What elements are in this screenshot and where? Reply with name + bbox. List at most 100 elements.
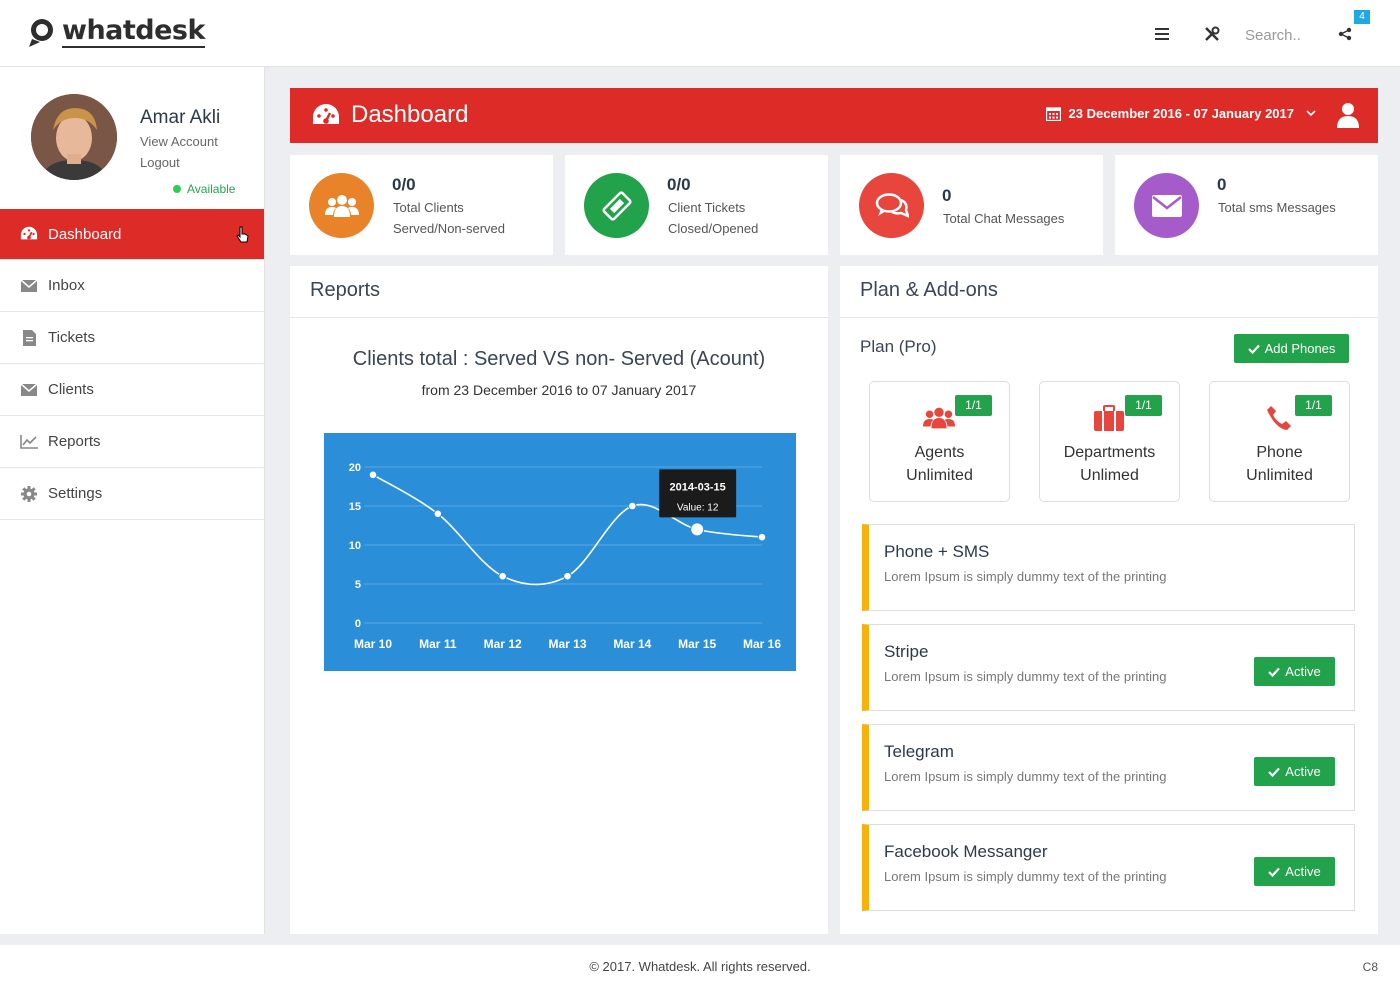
x-tick-label: Mar 16 — [743, 637, 781, 651]
y-tick-label: 20 — [349, 462, 361, 474]
y-tick-label: 0 — [355, 618, 361, 630]
pointer-cursor-icon — [236, 226, 249, 243]
logo[interactable]: whatdesk — [26, 14, 205, 50]
plan-name: Plan (Pro) — [860, 337, 937, 356]
logo-text: whatdesk — [62, 15, 205, 48]
footer: © 2017. Whatdesk. All rights reserved. C… — [0, 945, 1400, 987]
hamburger-icon — [1155, 28, 1169, 40]
sidebar-item-dashboard[interactable]: Dashboard — [0, 209, 264, 260]
share-button[interactable] — [1333, 22, 1357, 46]
addon-telegram: Telegram Lorem Ipsum is simply dummy tex… — [862, 724, 1355, 811]
chart-title: Clients total : Served VS non- Served (A… — [352, 348, 766, 370]
ticket-icon — [584, 173, 649, 238]
active-button[interactable]: Active — [1254, 757, 1335, 786]
data-point — [628, 501, 637, 511]
status-indicator: Available — [173, 182, 235, 196]
reports-panel: Reports Clients total : Served VS non- S… — [290, 266, 828, 934]
menu-toggle-button[interactable] — [1150, 22, 1174, 46]
stat-label: Client Tickets — [668, 200, 746, 215]
users-icon — [309, 173, 374, 238]
chart-subtitle: from 23 December 2016 to 07 January 2017 — [421, 382, 697, 398]
add-phones-button[interactable]: Add Phones — [1234, 334, 1349, 363]
stat-value: 0 — [1217, 175, 1227, 194]
sidebar-item-settings[interactable]: Settings — [0, 468, 264, 520]
active-label: Active — [1285, 864, 1321, 879]
search-input[interactable] — [1236, 22, 1316, 48]
active-label: Active — [1285, 764, 1321, 779]
usage-badge: 1/1 — [1295, 395, 1332, 416]
stat-card-clients: 0/0 Total Clients Served/Non-served — [290, 155, 553, 255]
envelope-icon — [1134, 173, 1199, 238]
top-bar: whatdesk 4 — [0, 0, 1400, 67]
status-dot — [173, 185, 181, 193]
plan-box-subtitle: Unlimited — [1246, 467, 1313, 484]
data-point — [690, 522, 705, 537]
file-icon — [20, 329, 38, 346]
data-point — [563, 571, 572, 581]
x-tick-label: Mar 15 — [678, 637, 716, 651]
data-point — [757, 532, 767, 542]
y-tick-label: 15 — [349, 501, 361, 513]
sidebar-item-label: Dashboard — [48, 225, 122, 243]
phone-icon — [1263, 402, 1295, 434]
check-icon — [1247, 344, 1260, 354]
copyright-text: © 2017. Whatdesk. All rights reserved. — [589, 959, 811, 974]
dashboard-icon — [20, 225, 38, 243]
active-button[interactable]: Active — [1254, 857, 1335, 886]
headset-logo-icon — [29, 19, 53, 47]
plan-box-agents: 1/1 Agents Unlimited — [869, 381, 1010, 502]
active-label: Active — [1285, 664, 1321, 679]
line-chart[interactable]: 0 5 10 15 20 Mar 10 Mar 11 Mar 12 Mar 13 Mar 14 Ma… — [324, 433, 796, 671]
stat-card-sms: 0 Total sms Messages — [1115, 155, 1378, 255]
addon-stripe: Stripe Lorem Ipsum is simply dummy text … — [862, 624, 1355, 711]
active-button[interactable]: Active — [1254, 657, 1335, 686]
add-phones-label: Add Phones — [1264, 341, 1336, 356]
logout-link[interactable]: Logout — [140, 155, 180, 170]
stat-card-chat: 0 Total Chat Messages — [840, 155, 1103, 255]
dashboard-icon — [313, 104, 339, 124]
plan-panel: Plan & Add-ons Plan (Pro) Add Phones 1/1… — [840, 266, 1378, 934]
plan-box-title: Agents — [914, 444, 965, 461]
x-tick-label: Mar 14 — [613, 637, 651, 651]
panel-title: Reports — [310, 279, 381, 301]
stat-label: Total Clients — [393, 200, 464, 215]
sidebar-item-label: Inbox — [48, 277, 85, 294]
notification-badge: 4 — [1354, 10, 1370, 24]
date-range-picker[interactable]: 23 December 2016 - 07 January 2017 — [1045, 106, 1317, 121]
panel-title: Plan & Add-ons — [860, 279, 998, 301]
check-icon — [1268, 867, 1281, 877]
status-text: Available — [187, 182, 236, 196]
sidebar-item-tickets[interactable]: Tickets — [0, 312, 264, 364]
sidebar-item-clients[interactable]: Clients — [0, 364, 264, 416]
user-icon[interactable] — [1336, 102, 1360, 128]
plan-box-title: Departments — [1063, 444, 1156, 461]
tools-icon — [1205, 26, 1220, 41]
plan-box-subtitle: Unlimited — [906, 467, 973, 484]
sidebar-item-label: Reports — [48, 433, 101, 450]
check-icon — [1268, 767, 1281, 777]
y-tick-label: 5 — [355, 579, 361, 591]
usage-badge: 1/1 — [955, 395, 992, 416]
page-title: Dashboard — [351, 101, 469, 128]
tooltip-date: 2014-03-15 — [670, 481, 726, 493]
stat-value: 0/0 — [667, 175, 691, 194]
x-tick-label: Mar 13 — [548, 637, 586, 651]
usage-badge: 1/1 — [1125, 395, 1162, 416]
addon-title: Facebook Messanger — [884, 842, 1048, 861]
gear-icon — [20, 485, 38, 502]
sidebar-item-reports[interactable]: Reports — [0, 416, 264, 468]
plan-box-title: Phone — [1256, 444, 1303, 461]
stat-label: Served/Non-served — [393, 221, 505, 236]
tools-button[interactable] — [1200, 22, 1224, 46]
user-name: Amar Akli — [140, 107, 221, 128]
check-icon — [1268, 667, 1281, 677]
chart-svg: 0 5 10 15 20 Mar 10 Mar 11 Mar 12 Mar 13 Mar 14 Ma… — [349, 462, 782, 651]
divider — [290, 317, 828, 318]
addon-title: Phone + SMS — [884, 542, 990, 561]
sidebar-item-label: Settings — [48, 485, 103, 502]
sidebar-item-inbox[interactable]: Inbox — [0, 260, 264, 312]
data-point — [433, 509, 443, 519]
envelope-icon — [20, 279, 38, 292]
view-account-link[interactable]: View Account — [140, 134, 218, 149]
stat-value: 0 — [942, 186, 952, 205]
